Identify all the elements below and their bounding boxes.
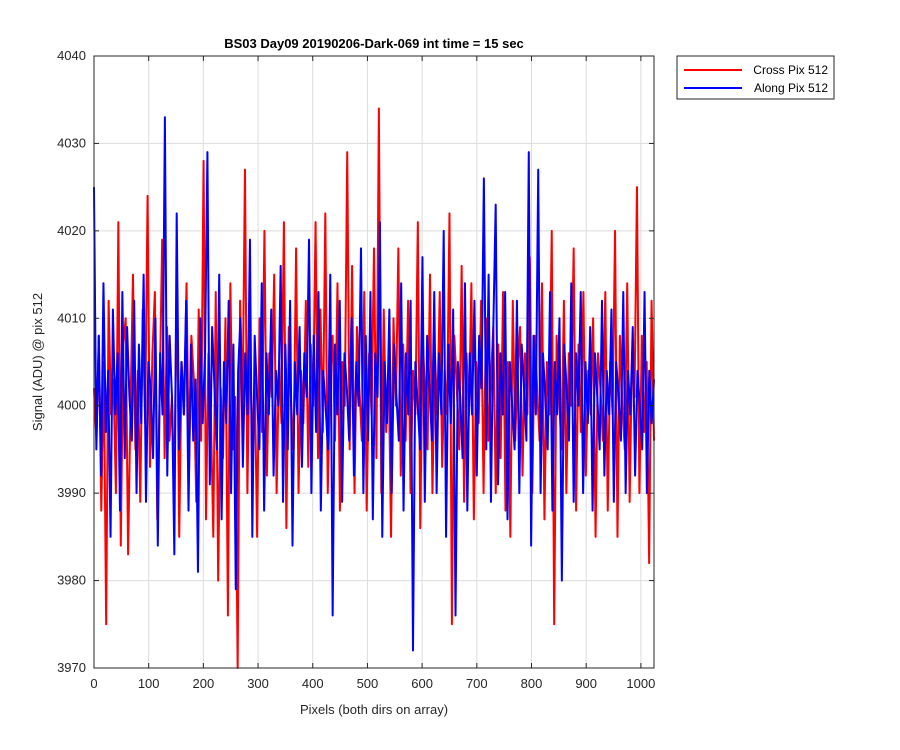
- x-tick-label: 700: [466, 676, 488, 691]
- series-along-pix-line: [93, 116, 655, 652]
- y-tick-label: 4020: [57, 223, 86, 238]
- legend: Cross Pix 512 Along Pix 512: [676, 55, 835, 100]
- y-axis-label: Signal (ADU) @ pix 512: [30, 293, 45, 431]
- y-tick-label: 4030: [57, 135, 86, 150]
- x-axis-label: Pixels (both dirs on array): [300, 702, 448, 717]
- y-tick-label: 3990: [57, 485, 86, 500]
- x-tick-label: 1000: [626, 676, 655, 691]
- y-tick-label: 3970: [57, 660, 86, 675]
- chart-title: BS03 Day09 20190206-Dark-069 int time = …: [224, 36, 524, 51]
- x-tick-label: 500: [357, 676, 379, 691]
- y-tick-label: 4000: [57, 398, 86, 413]
- x-tick-label: 100: [138, 676, 160, 691]
- x-tick-label: 300: [247, 676, 269, 691]
- plot-frame: [93, 55, 655, 669]
- axis-ticks: 0 100 200 300 400 500 600 700 800 900 1000 3970 3980…: [57, 48, 655, 691]
- x-tick-label: 600: [411, 676, 433, 691]
- x-tick-label: 800: [521, 676, 543, 691]
- x-tick-label: 900: [575, 676, 597, 691]
- legend-box: [676, 55, 835, 100]
- y-tick-label: 4010: [57, 310, 86, 325]
- x-tick-label: 0: [90, 676, 97, 691]
- x-tick-label: 200: [193, 676, 215, 691]
- series-lines: [93, 107, 655, 669]
- y-tick-label: 4040: [57, 48, 86, 63]
- x-tick-label: 400: [302, 676, 324, 691]
- legend-label-along: Along Pix 512: [754, 81, 828, 95]
- y-tick-label: 3980: [57, 573, 86, 588]
- legend-label-cross: Cross Pix 512: [753, 63, 828, 77]
